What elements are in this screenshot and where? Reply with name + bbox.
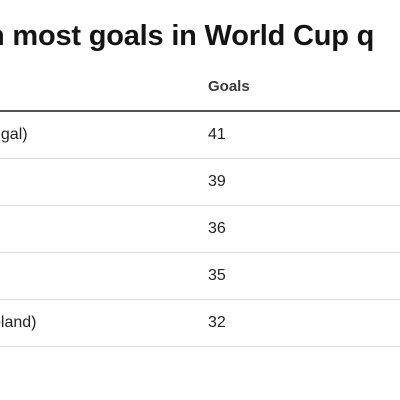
goals-cell: 35 [208,267,226,284]
goals-table: Goals ugal) 41 39 ) 36 35 bland) 32 [0,60,400,347]
table-header-row: Goals [0,60,400,112]
player-name-cell: bland) [0,314,37,331]
table-row: ugal) 41 [0,112,400,159]
goals-cell: 39 [208,173,226,190]
player-name-cell: ugal) [0,126,28,143]
table-row: 39 [0,159,400,206]
table-row: 35 [0,253,400,300]
goals-column-header: Goals [208,78,250,95]
table-row: ) 36 [0,206,400,253]
goals-cell: 36 [208,220,226,237]
chart-title: n most goals in World Cup q [0,20,375,52]
table-row: bland) 32 [0,300,400,347]
goals-cell: 41 [208,126,226,143]
goals-cell: 32 [208,314,226,331]
